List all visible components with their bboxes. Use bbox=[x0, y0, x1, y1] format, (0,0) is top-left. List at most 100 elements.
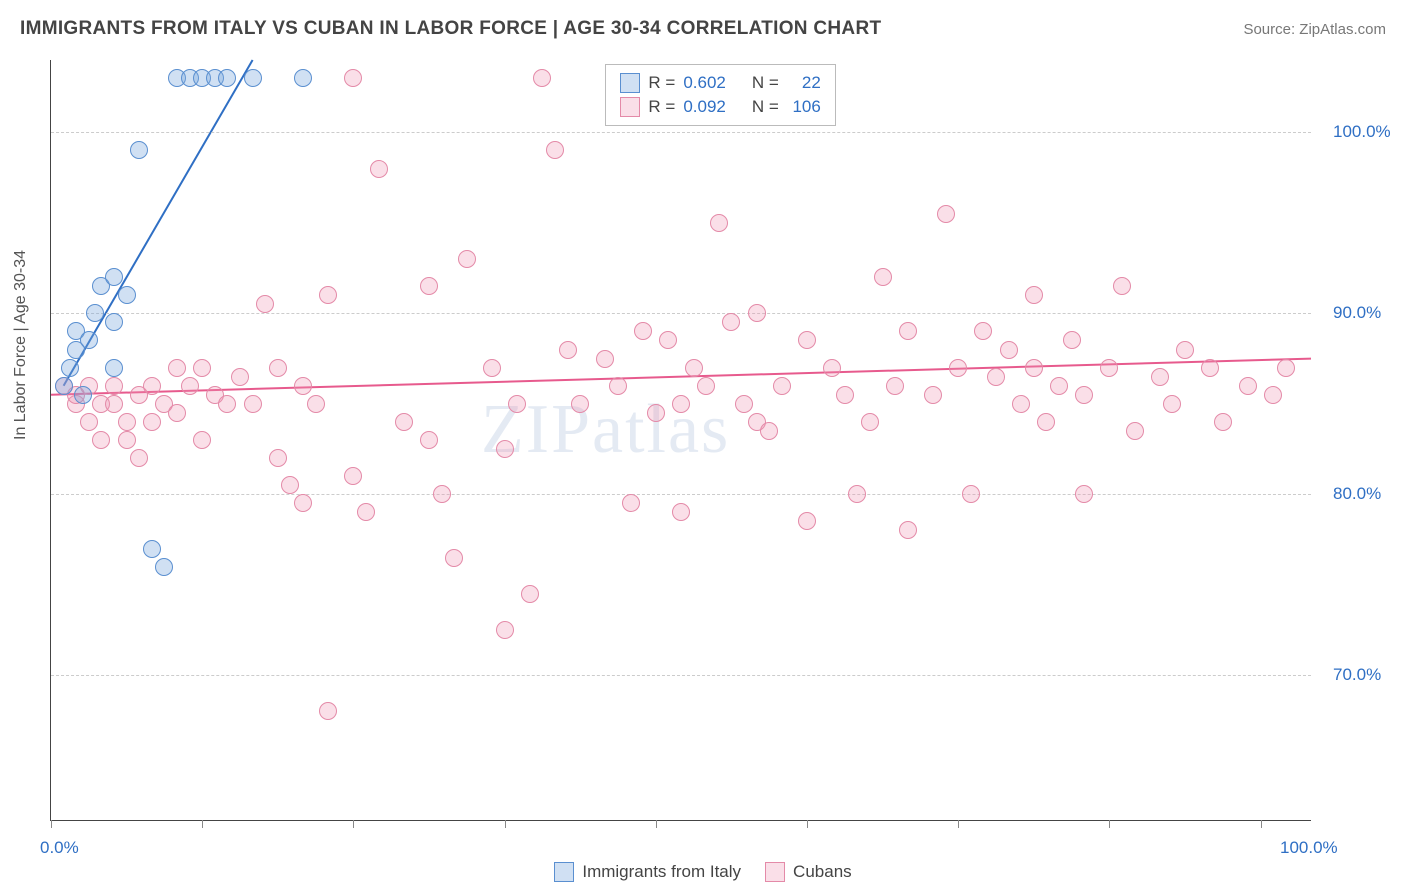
x-tick bbox=[807, 820, 808, 828]
data-point-italy bbox=[86, 304, 104, 322]
title-bar: IMMIGRANTS FROM ITALY VS CUBAN IN LABOR … bbox=[20, 18, 1386, 40]
data-point-cubans bbox=[571, 395, 589, 413]
data-point-cubans bbox=[1176, 341, 1194, 359]
r-value-cubans: 0.092 bbox=[683, 95, 726, 119]
y-tick-label: 90.0% bbox=[1333, 303, 1381, 323]
data-point-italy bbox=[105, 268, 123, 286]
data-point-italy bbox=[294, 69, 312, 87]
data-point-cubans bbox=[344, 69, 362, 87]
data-point-cubans bbox=[433, 485, 451, 503]
data-point-cubans bbox=[735, 395, 753, 413]
data-point-cubans bbox=[496, 440, 514, 458]
r-prefix: R = bbox=[648, 71, 675, 95]
data-point-cubans bbox=[710, 214, 728, 232]
data-point-cubans bbox=[92, 431, 110, 449]
data-point-cubans bbox=[307, 395, 325, 413]
data-point-cubans bbox=[256, 295, 274, 313]
data-point-cubans bbox=[899, 521, 917, 539]
data-point-cubans bbox=[848, 485, 866, 503]
data-point-cubans bbox=[294, 377, 312, 395]
data-point-cubans bbox=[1264, 386, 1282, 404]
data-point-cubans bbox=[420, 431, 438, 449]
x-tick bbox=[958, 820, 959, 828]
data-point-cubans bbox=[395, 413, 413, 431]
data-point-cubans bbox=[1025, 286, 1043, 304]
gridline bbox=[51, 313, 1311, 314]
x-tick bbox=[51, 820, 52, 828]
data-point-cubans bbox=[609, 377, 627, 395]
data-point-italy bbox=[55, 377, 73, 395]
data-point-cubans bbox=[281, 476, 299, 494]
data-point-cubans bbox=[319, 702, 337, 720]
data-point-cubans bbox=[118, 413, 136, 431]
data-point-cubans bbox=[722, 313, 740, 331]
data-point-cubans bbox=[420, 277, 438, 295]
legend-label-italy: Immigrants from Italy bbox=[582, 862, 741, 882]
data-point-cubans bbox=[672, 395, 690, 413]
data-point-cubans bbox=[105, 395, 123, 413]
data-point-cubans bbox=[105, 377, 123, 395]
data-point-cubans bbox=[924, 386, 942, 404]
gridline bbox=[51, 675, 1311, 676]
data-point-cubans bbox=[483, 359, 501, 377]
data-point-italy bbox=[130, 141, 148, 159]
data-point-cubans bbox=[533, 69, 551, 87]
x-axis-label-right: 100.0% bbox=[1280, 838, 1338, 858]
stats-legend: R =0.602N =22R =0.092N =106 bbox=[605, 64, 835, 126]
data-point-cubans bbox=[647, 404, 665, 422]
data-point-italy bbox=[61, 359, 79, 377]
swatch-cubans bbox=[765, 862, 785, 882]
stats-row-italy: R =0.602N =22 bbox=[620, 71, 820, 95]
chart-title: IMMIGRANTS FROM ITALY VS CUBAN IN LABOR … bbox=[20, 18, 881, 40]
data-point-cubans bbox=[521, 585, 539, 603]
data-point-cubans bbox=[748, 304, 766, 322]
y-axis-label: In Labor Force | Age 30-34 bbox=[12, 250, 30, 440]
data-point-cubans bbox=[949, 359, 967, 377]
swatch-italy-icon bbox=[620, 73, 640, 93]
data-point-italy bbox=[218, 69, 236, 87]
data-point-cubans bbox=[672, 503, 690, 521]
data-point-cubans bbox=[181, 377, 199, 395]
data-point-cubans bbox=[760, 422, 778, 440]
data-point-cubans bbox=[1100, 359, 1118, 377]
data-point-cubans bbox=[899, 322, 917, 340]
data-point-cubans bbox=[496, 621, 514, 639]
data-point-cubans bbox=[319, 286, 337, 304]
data-point-cubans bbox=[622, 494, 640, 512]
y-tick-label: 80.0% bbox=[1333, 484, 1381, 504]
n-value-italy: 22 bbox=[787, 71, 821, 95]
data-point-cubans bbox=[559, 341, 577, 359]
data-point-cubans bbox=[1277, 359, 1295, 377]
data-point-cubans bbox=[231, 368, 249, 386]
data-point-cubans bbox=[143, 377, 161, 395]
data-point-cubans bbox=[80, 413, 98, 431]
regression-lines-layer bbox=[51, 60, 1311, 820]
gridline bbox=[51, 132, 1311, 133]
x-axis-label-left: 0.0% bbox=[40, 838, 79, 858]
data-point-cubans bbox=[458, 250, 476, 268]
data-point-italy bbox=[244, 69, 262, 87]
data-point-cubans bbox=[798, 331, 816, 349]
scatter-plot: ZIPatlas 70.0%80.0%90.0%100.0%R =0.602N … bbox=[50, 60, 1311, 821]
data-point-cubans bbox=[697, 377, 715, 395]
gridline bbox=[51, 494, 1311, 495]
legend-bottom: Immigrants from Italy Cubans bbox=[0, 862, 1406, 882]
data-point-cubans bbox=[974, 322, 992, 340]
data-point-cubans bbox=[937, 205, 955, 223]
data-point-cubans bbox=[244, 395, 262, 413]
x-tick bbox=[1109, 820, 1110, 828]
data-point-cubans bbox=[874, 268, 892, 286]
legend-item-italy: Immigrants from Italy bbox=[554, 862, 741, 882]
data-point-italy bbox=[155, 558, 173, 576]
data-point-cubans bbox=[218, 395, 236, 413]
data-point-cubans bbox=[836, 386, 854, 404]
data-point-cubans bbox=[861, 413, 879, 431]
swatch-cubans-icon bbox=[620, 97, 640, 117]
data-point-cubans bbox=[193, 431, 211, 449]
data-point-cubans bbox=[1151, 368, 1169, 386]
data-point-cubans bbox=[634, 322, 652, 340]
data-point-cubans bbox=[1050, 377, 1068, 395]
x-tick bbox=[505, 820, 506, 828]
y-tick-label: 100.0% bbox=[1333, 122, 1391, 142]
data-point-cubans bbox=[269, 359, 287, 377]
